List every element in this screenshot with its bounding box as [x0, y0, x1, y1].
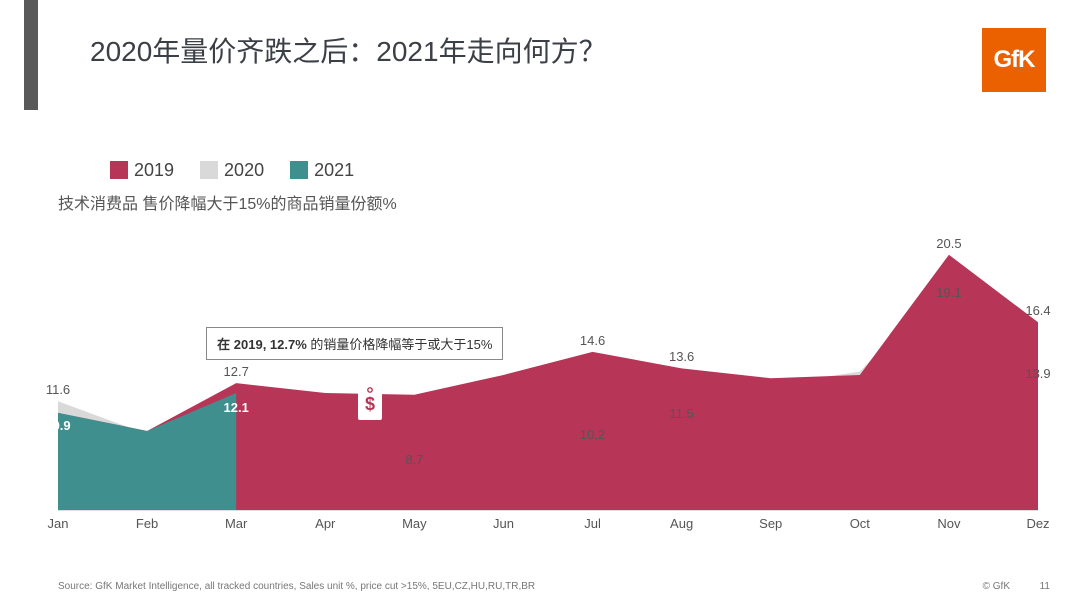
gfk-logo: GfK — [982, 28, 1046, 92]
value-label: 12.7 — [224, 364, 249, 379]
area-chart: JanFebMarAprMayJunJulAugSepOctNovDez11.6… — [58, 230, 1038, 530]
page-number: 11 — [1040, 581, 1050, 592]
x-axis-label: Jul — [584, 516, 601, 531]
value-label: 10.2 — [580, 427, 605, 442]
value-label: 12.1 — [224, 400, 249, 415]
x-axis-label: Apr — [315, 516, 335, 531]
value-label: 20.5 — [936, 236, 961, 251]
footer-source: Source: GfK Market Intelligence, all tra… — [58, 581, 535, 592]
legend-swatch-2019 — [110, 161, 128, 179]
legend-label-2021: 2021 — [314, 160, 354, 180]
x-axis-label: Feb — [136, 516, 158, 531]
svg-text:$: $ — [365, 394, 375, 414]
legend-item-2020: 2020 — [200, 160, 264, 181]
chart-legend: 2019 2020 2021 — [110, 160, 354, 181]
chart-subtitle: 技术消费品 售价降幅大于15%的商品销量份额% — [58, 190, 397, 214]
page-title: 2020年量价齐跌之后：2021年走向何方？ — [90, 30, 607, 70]
x-axis-label: Aug — [670, 516, 693, 531]
price-tag-icon: $ — [348, 378, 392, 422]
value-label: 11.5 — [669, 406, 693, 421]
x-axis-label: Jan — [48, 516, 69, 531]
chart-svg — [58, 230, 1038, 530]
x-axis-label: Oct — [850, 516, 870, 531]
area-s2021 — [58, 393, 236, 510]
value-label: 13.9 — [1025, 366, 1050, 381]
x-axis-label: May — [402, 516, 427, 531]
legend-swatch-2021 — [290, 161, 308, 179]
legend-label-2020: 2020 — [224, 160, 264, 180]
value-label: 13.6 — [669, 349, 694, 364]
legend-item-2021: 2021 — [290, 160, 354, 181]
x-axis-label: Dez — [1026, 516, 1049, 531]
legend-item-2019: 2019 — [110, 160, 174, 181]
value-label: 10.9 — [45, 418, 70, 433]
x-axis-label: Sep — [759, 516, 782, 531]
x-axis-label: Jun — [493, 516, 514, 531]
value-label: 16.4 — [1025, 303, 1050, 318]
value-label: 19.1 — [936, 285, 961, 300]
value-label: 14.6 — [580, 333, 605, 348]
value-label: 11.6 — [46, 382, 70, 397]
legend-swatch-2020 — [200, 161, 218, 179]
logo-text: GfK — [994, 46, 1035, 74]
value-label: 8.7 — [405, 452, 423, 467]
legend-label-2019: 2019 — [134, 160, 174, 180]
x-axis-label: Mar — [225, 516, 247, 531]
accent-bar — [24, 0, 38, 110]
x-axis-label: Nov — [937, 516, 960, 531]
footer-copyright: © GfK — [983, 581, 1010, 592]
callout-box: 在 2019, 12.7% 的销量价格降幅等于或大于15% — [206, 327, 503, 360]
